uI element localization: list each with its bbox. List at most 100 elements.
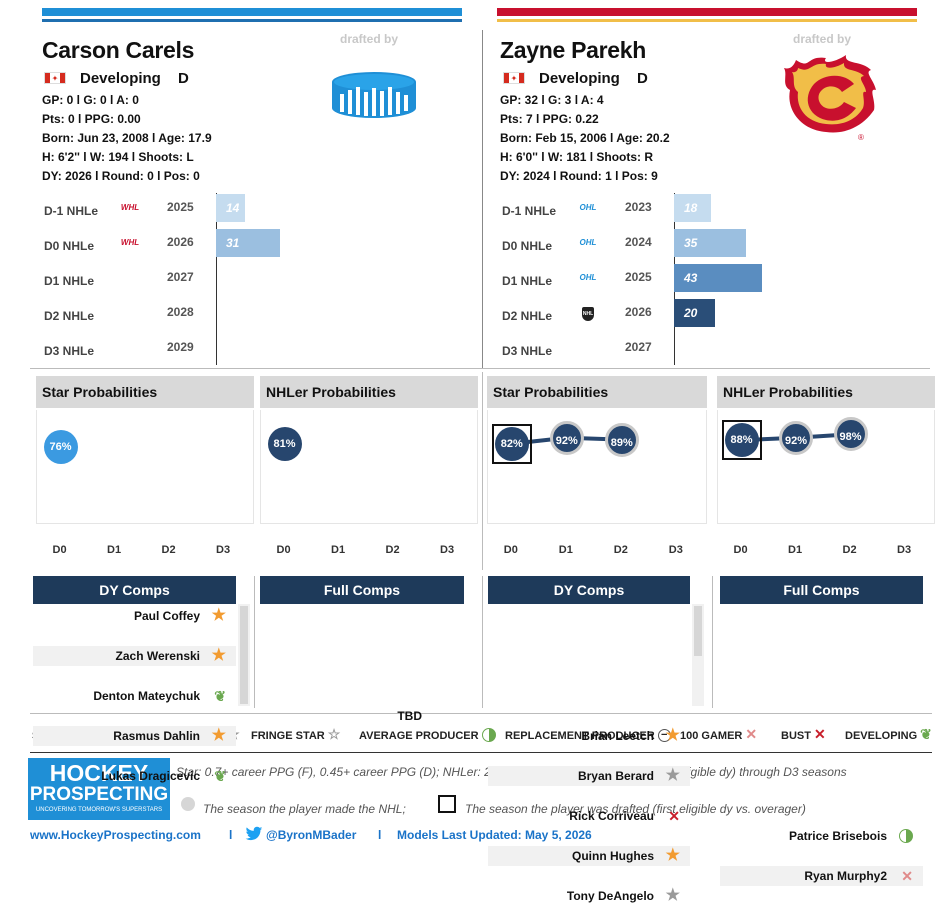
left-full-comps-header: Full Comps [260, 576, 464, 604]
right-stat-line-4: H: 6'0'' l W: 181 l Shoots: R [500, 150, 654, 164]
svg-text:®: ® [858, 133, 864, 142]
comp-name: Tony DeAngelo [566, 889, 654, 903]
right-status: Developing [539, 70, 620, 87]
left-star_probs-point: 76% [43, 430, 78, 465]
legend-item-fringe-star: FRINGE STAR ☆ [251, 726, 340, 743]
comps-divider-3 [712, 576, 713, 708]
left-team-color-bar [42, 8, 462, 16]
right-nhle-label: D-1 NHLe [502, 204, 557, 218]
left-nhle-year: 2028 [167, 305, 194, 319]
right-team-color-bar-2 [497, 19, 917, 22]
prob-axis-label: D3 [668, 544, 683, 556]
left-dy-comps-scrollbar[interactable] [238, 604, 250, 706]
legend-item-average-producer: AVERAGE PRODUCER [359, 726, 496, 743]
comp-name: Rick Corriveau [569, 809, 654, 823]
right-full_comps-item: Ryan Murphy2 ✕ [720, 866, 923, 886]
left-team-logo [330, 70, 418, 122]
left-player-name: Carson Carels [42, 37, 195, 63]
left-dy_comps-item: Denton Mateychuk ❦ [33, 686, 236, 706]
top-section-divider [30, 368, 930, 369]
left-nhle-year: 2027 [167, 270, 194, 284]
right-stat-line-3: Born: Feb 15, 2006 l Age: 20.2 [500, 131, 670, 145]
comp-name: Bryan Berard [577, 769, 654, 783]
footer-note-draft-season: The season the player was drafted (first… [465, 802, 806, 816]
right-dy_comps-item: Tony DeAngelo ★ [488, 886, 690, 906]
left-dy_comps-item: Zach Werenski ★ [33, 646, 236, 666]
left-nhle-year: 2029 [167, 340, 194, 354]
right-dy-comps-header: DY Comps [488, 576, 690, 604]
prob-axis-label: D3 [897, 544, 912, 556]
nhl-league-icon: NHL [577, 307, 599, 321]
website-link[interactable]: www.HockeyProspecting.com [30, 828, 201, 842]
right-dy_comps-item: Rick Corriveau ✕ [488, 806, 690, 826]
prob-axis-label: D3 [216, 544, 231, 556]
right-nhle-year: 2025 [625, 270, 652, 284]
right-star_probs-point: 82% [494, 426, 529, 461]
superstar-icon: ★ [665, 727, 680, 744]
right-star_probs-point: 89% [604, 422, 639, 457]
logo-line-2: PROSPECTING [29, 784, 169, 805]
prob-axis-label: D1 [107, 544, 122, 556]
prob-axis-label: D1 [788, 544, 803, 556]
right-stat-line-5: DY: 2024 l Round: 1 l Pos: 9 [500, 169, 658, 183]
superstar-icon: ★ [665, 847, 680, 864]
legend-label: REPLACEMENT PRODUCER [505, 730, 655, 742]
prob-axis-label: D0 [503, 544, 518, 556]
comp-name: Paul Coffey [133, 609, 200, 623]
right-nhle-year: 2027 [625, 340, 652, 354]
fringe-star-icon: ☆ [327, 726, 341, 742]
left-nhle-year: 2026 [167, 235, 194, 249]
right-star_probs-draft-box [491, 423, 532, 464]
left-country-flag-icon: ✦ [44, 72, 66, 84]
right-position: D [637, 70, 648, 87]
left-full_comps-item: TBD [260, 706, 464, 726]
center-divider [482, 30, 483, 368]
right-nhler_probs-line [741, 432, 851, 443]
prob-axis-label: D2 [613, 544, 628, 556]
left-stat-line-3: Born: Jun 23, 2008 l Age: 17.9 [42, 131, 212, 145]
comp-name: Zach Werenski [115, 649, 200, 663]
average-producer-icon [481, 726, 496, 743]
legend-label: AVERAGE PRODUCER [359, 730, 479, 742]
right-nhle-year: 2023 [625, 200, 652, 214]
twitter-handle-link[interactable]: @ByronMBader [266, 828, 357, 842]
average-producer-icon [899, 826, 913, 846]
right-nhle-year: 2026 [625, 305, 652, 319]
superstar-icon: ★ [211, 647, 226, 664]
left-stat-line-5: DY: 2026 l Round: 0 l Pos: 0 [42, 169, 200, 183]
right-nhle-bar: 20 [674, 299, 715, 327]
footer-note-nhl-season: The season the player made the NHL; [203, 802, 406, 816]
right-nhle-label: D0 NHLe [502, 239, 553, 253]
prob-axis-label: D3 [440, 544, 455, 556]
right-star-panel-frame [487, 410, 707, 524]
right-team-color-bar [497, 8, 917, 16]
left-star-panel-frame [36, 410, 254, 524]
left-star-prob-header: Star Probabilities [36, 376, 254, 408]
right-nhler_probs-draft-box [721, 420, 762, 461]
superstar-icon: ★ [211, 727, 226, 744]
left-dy_comps-item: Lukas Dragicevic ❦ [33, 766, 236, 786]
right-player-name: Zayne Parekh [500, 37, 646, 63]
right-drafted-by: drafted by [793, 32, 852, 46]
legend-label: DEVELOPING [845, 730, 918, 742]
footer-separator-2: l [378, 828, 382, 842]
ohl-league-icon: OHL [579, 273, 597, 282]
prob-axis-label: D2 [161, 544, 176, 556]
left-nhle-axis [216, 193, 217, 365]
comp-name: Rasmus Dahlin [113, 729, 200, 743]
right-dy_comps-item: Quinn Hughes ★ [488, 846, 690, 866]
whl-league-icon: WHL [120, 203, 140, 212]
right-star_probs-point: 92% [549, 420, 584, 455]
right-dy_comps-item: Bryan Berard ★ [488, 766, 690, 786]
right-dy-comps-scrollbar[interactable] [692, 604, 704, 706]
right-nhle-bar: 18 [674, 194, 711, 222]
star-producer-icon: ★ [665, 887, 680, 904]
hockey-prospecting-logo: HOCKEY PROSPECTING UNCOVERING TOMORROW'S… [28, 758, 170, 820]
comps-divider-2 [482, 576, 483, 708]
left-nhle-label: D0 NHLe [44, 239, 95, 253]
comp-name: Ryan Murphy2 [804, 869, 887, 883]
prob-axis-label: D2 [842, 544, 857, 556]
left-nhler-prob-header: NHLer Probabilities [260, 376, 478, 408]
developing-icon: ❦ [214, 768, 226, 784]
developing-icon: ❦ [920, 726, 932, 742]
